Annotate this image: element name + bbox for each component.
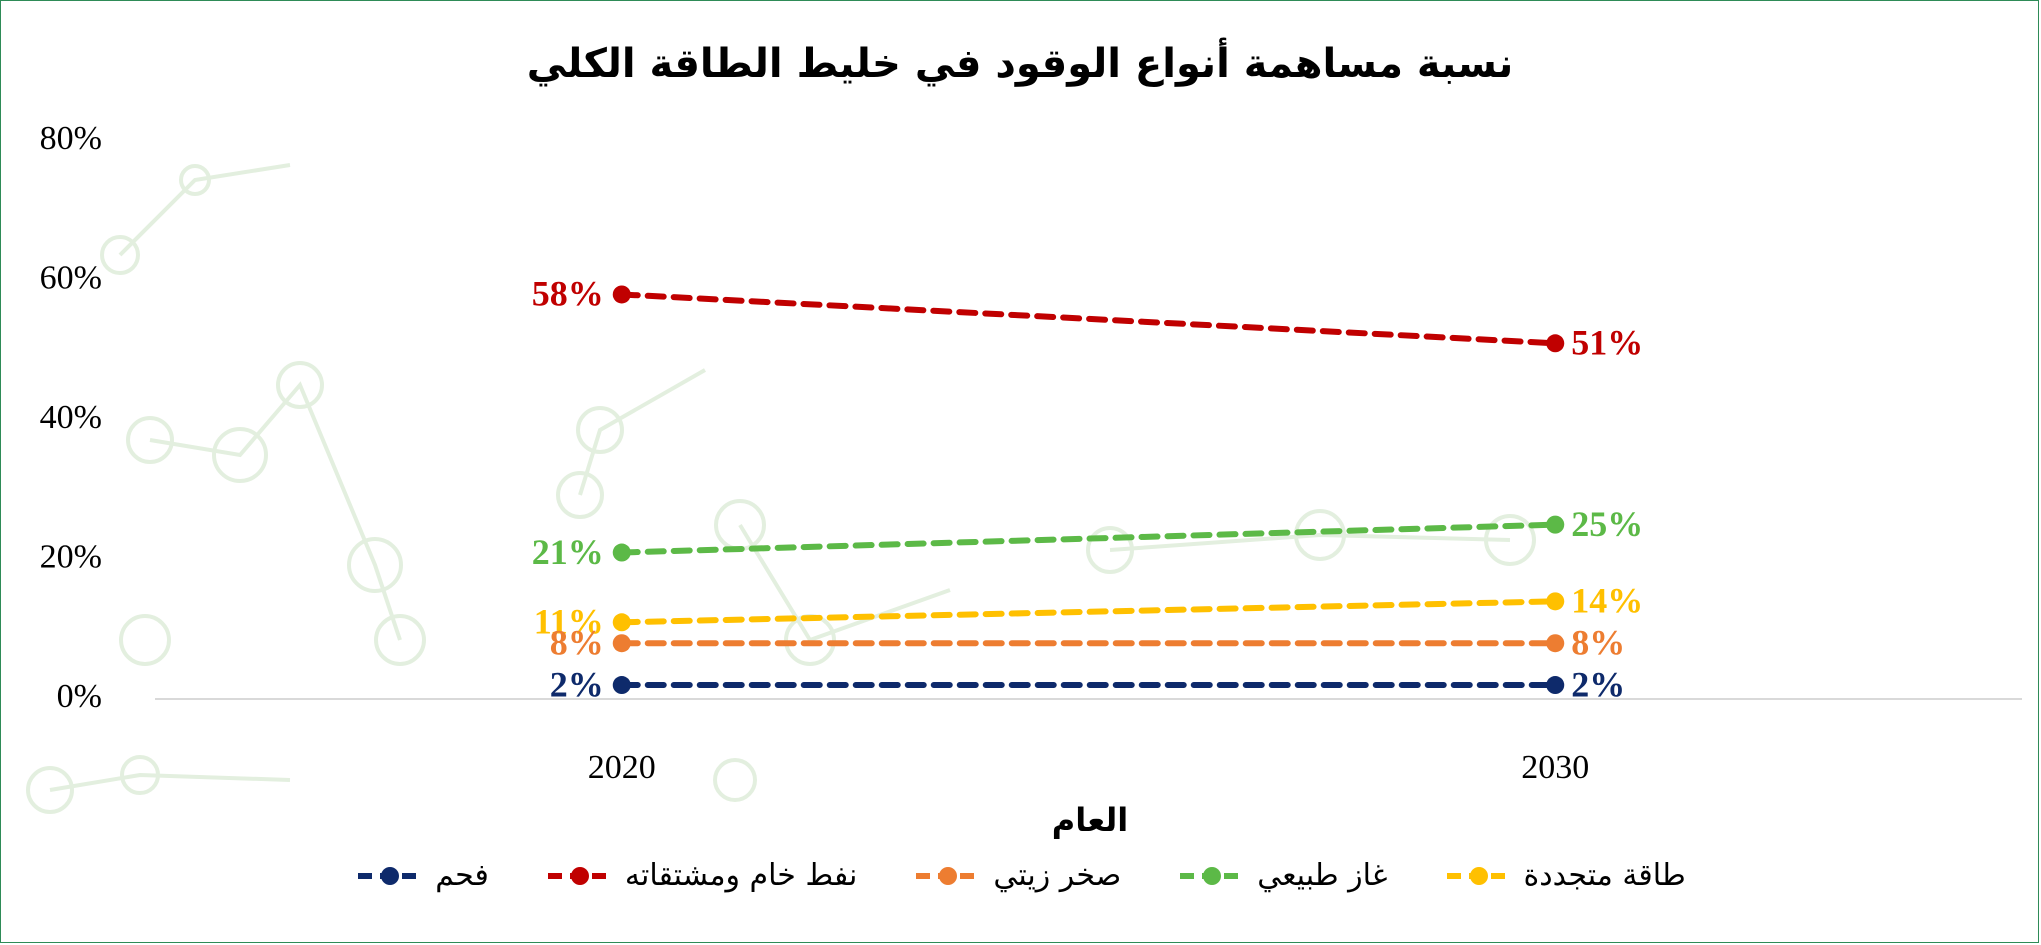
x-tick-label: 2030 bbox=[1521, 749, 1589, 786]
legend-entry: صخر زيتي bbox=[913, 858, 1121, 893]
data-point bbox=[1546, 516, 1564, 534]
legend-label: صخر زيتي bbox=[993, 858, 1121, 893]
legend-marker bbox=[381, 867, 399, 885]
data-point bbox=[613, 285, 631, 303]
data-label: 8% bbox=[550, 622, 604, 662]
y-tick-label: 60% bbox=[40, 259, 102, 296]
legend-entry: فحم bbox=[355, 858, 489, 893]
data-point bbox=[1546, 676, 1564, 694]
legend-swatch bbox=[1177, 864, 1247, 888]
data-label: 58% bbox=[532, 274, 604, 314]
legend-label: نفط خام ومشتقاته bbox=[625, 858, 857, 893]
legend-label: غاز طبيعي bbox=[1257, 858, 1387, 893]
legend-entry: طاقة متجددة bbox=[1444, 858, 1686, 893]
legend-entry: غاز طبيعي bbox=[1177, 858, 1387, 893]
legend-marker bbox=[1470, 867, 1488, 885]
data-label: 2% bbox=[550, 664, 604, 704]
y-tick-label: 20% bbox=[40, 538, 102, 575]
data-label: 51% bbox=[1571, 323, 1643, 363]
chart-title: نسبة مساهمة أنواع الوقود في خليط الطاقة … bbox=[527, 37, 1513, 87]
legend-swatch bbox=[355, 864, 425, 888]
x-tick-label: 2020 bbox=[588, 749, 656, 786]
data-point bbox=[1546, 334, 1564, 352]
data-label: 21% bbox=[532, 532, 604, 572]
background-decoration bbox=[28, 165, 1534, 812]
legend: طاقة متجددة غاز طبيعي صخر زيتي نفط خام ومشت… bbox=[0, 858, 2041, 893]
y-tick-label: 80% bbox=[40, 120, 102, 157]
data-point bbox=[1546, 592, 1564, 610]
series-line bbox=[622, 294, 1556, 343]
legend-swatch bbox=[1444, 864, 1514, 888]
legend-swatch bbox=[545, 864, 615, 888]
legend-label: طاقة متجددة bbox=[1524, 858, 1686, 893]
data-label: 8% bbox=[1571, 622, 1625, 662]
legend-marker bbox=[939, 867, 957, 885]
page: نسبة مساهمة أنواع الوقود في خليط الطاقة … bbox=[0, 0, 2041, 945]
legend-label: فحم bbox=[435, 858, 489, 893]
data-point bbox=[1546, 634, 1564, 652]
data-point bbox=[613, 544, 631, 562]
data-point bbox=[613, 634, 631, 652]
data-label: 2% bbox=[1571, 664, 1625, 704]
data-point bbox=[613, 676, 631, 694]
data-label: 25% bbox=[1571, 504, 1643, 544]
data-label: 14% bbox=[1571, 581, 1643, 621]
series-line bbox=[622, 601, 1556, 622]
x-axis-title: العام bbox=[1052, 801, 1129, 839]
legend-swatch bbox=[913, 864, 983, 888]
y-tick-label: 0% bbox=[57, 678, 102, 715]
y-tick-label: 40% bbox=[40, 399, 102, 436]
legend-entry: نفط خام ومشتقاته bbox=[545, 858, 857, 893]
legend-marker bbox=[571, 867, 589, 885]
data-point bbox=[613, 613, 631, 631]
legend-marker bbox=[1203, 867, 1221, 885]
chart: نسبة مساهمة أنواع الوقود في خليط الطاقة … bbox=[0, 0, 2041, 945]
